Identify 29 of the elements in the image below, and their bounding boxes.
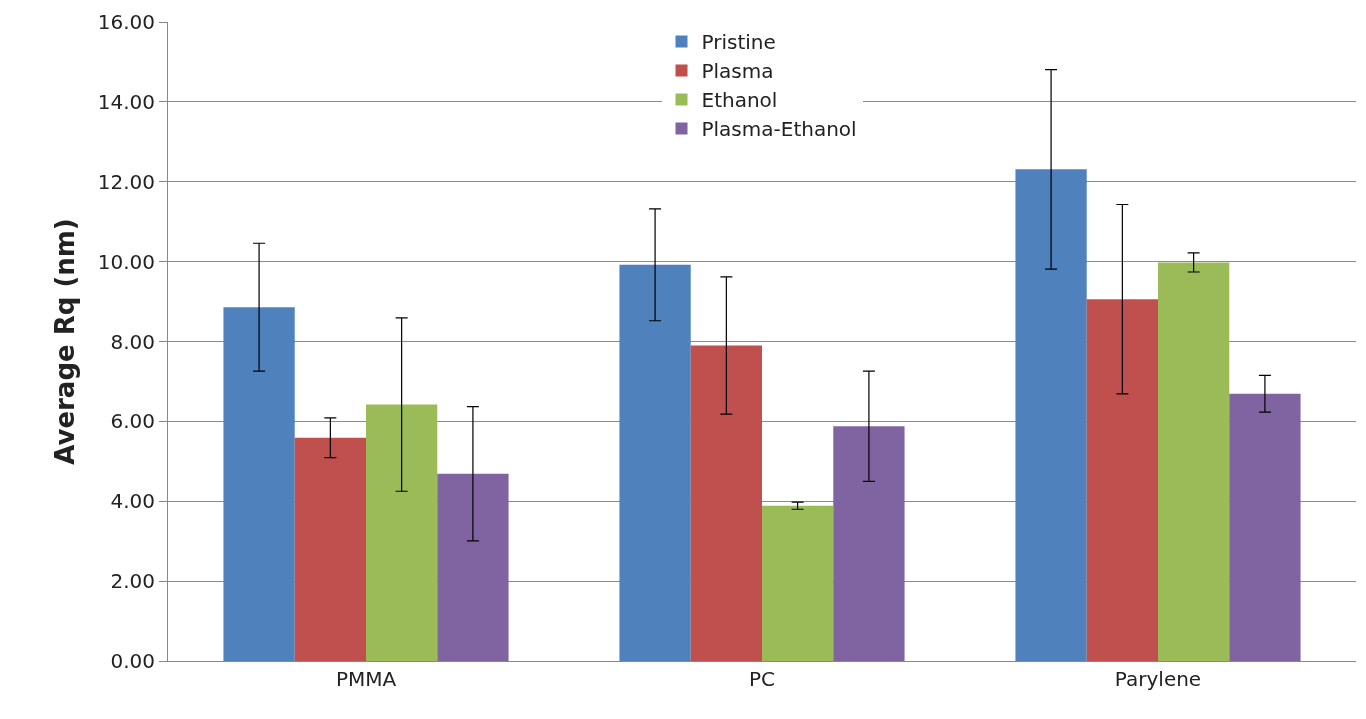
- y-tick-label: 4.00: [110, 489, 155, 514]
- legend-label: Plasma-Ethanol: [701, 117, 857, 142]
- bar: [437, 473, 509, 661]
- bar: [833, 426, 905, 661]
- bar: [223, 307, 295, 661]
- y-tick-label: 16.00: [97, 10, 155, 34]
- bar: [1158, 262, 1230, 661]
- bar: [294, 437, 366, 661]
- y-tick-label: 8.00: [110, 329, 155, 354]
- x-tick-label: Parylene: [1114, 667, 1202, 691]
- y-tick-label: 12.00: [97, 169, 155, 194]
- y-tick-label: 14.00: [97, 89, 155, 114]
- bar: [690, 345, 762, 661]
- y-tick-label: 10.00: [97, 249, 155, 274]
- y-tick-label: 2.00: [110, 569, 155, 594]
- bar: [366, 404, 438, 661]
- bar: [1015, 169, 1087, 661]
- x-tick-label: PC: [748, 667, 776, 691]
- bar: [762, 505, 834, 661]
- legend-label: Ethanol: [701, 88, 778, 113]
- x-tick-label: PMMA: [335, 667, 397, 691]
- y-axis-title: Average Rq (nm): [50, 218, 81, 465]
- y-tick-label: 6.00: [110, 409, 155, 434]
- bar: [1229, 393, 1301, 661]
- bar: [619, 264, 691, 661]
- y-tick-label: 0.00: [110, 649, 155, 673]
- bar: [1086, 299, 1158, 661]
- legend-label: Pristine: [701, 30, 776, 55]
- legend-label: Plasma: [701, 59, 774, 84]
